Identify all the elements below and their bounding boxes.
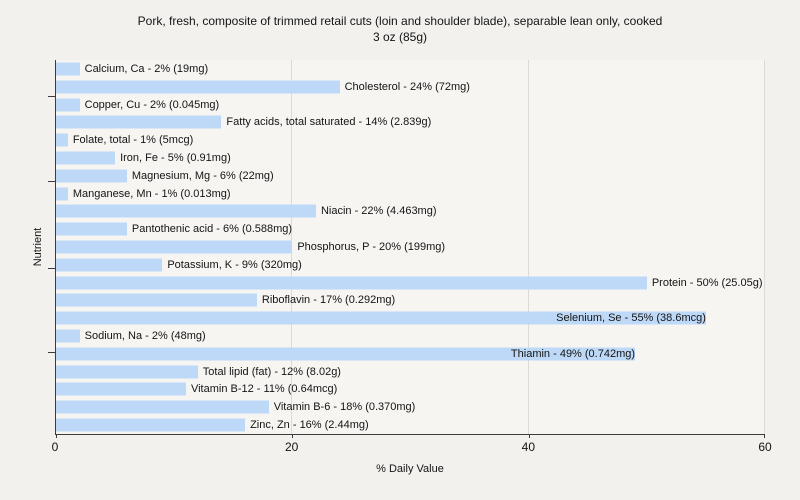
bar-label: Calcium, Ca - 2% (19mg) bbox=[84, 62, 209, 75]
plot-area: Calcium, Ca - 2% (19mg) Cholesterol - 24%… bbox=[48, 60, 765, 438]
x-axis-tick-20 bbox=[292, 434, 294, 438]
bar-label: Selenium, Se - 55% (38.6mcg) bbox=[556, 312, 706, 325]
x-axis-tick-0 bbox=[56, 434, 57, 438]
bar-iron-fe bbox=[56, 151, 116, 165]
bar-row: Vitamin B-12 - 11% (0.64mcg) bbox=[56, 381, 765, 399]
bar-cholesterol bbox=[56, 80, 340, 94]
bar-label: Folate, total - 1% (5mcg) bbox=[72, 134, 194, 147]
bar-vitamin-b-6 bbox=[56, 400, 269, 414]
y-axis-title: Nutrient bbox=[32, 227, 44, 267]
bar-protein bbox=[56, 276, 647, 290]
bar-label: Vitamin B-6 - 18% (0.370mg) bbox=[273, 401, 416, 414]
bar-row: Folate, total - 1% (5mcg) bbox=[56, 131, 765, 149]
bar-label: Sodium, Na - 2% (48mg) bbox=[84, 330, 206, 343]
bar-row: Iron, Fe - 5% (0.91mg) bbox=[56, 149, 765, 167]
bar-row: Pantothenic acid - 6% (0.588mg) bbox=[56, 220, 765, 238]
bar-label: Copper, Cu - 2% (0.045mg) bbox=[84, 98, 220, 111]
y-axis-tick bbox=[48, 268, 56, 270]
y-axis-tick bbox=[48, 181, 56, 183]
bar-calcium-ca bbox=[56, 62, 80, 76]
chart-title-line1: Pork, fresh, composite of trimmed retail… bbox=[137, 14, 663, 28]
bar-row: Thiamin - 49% (0.742mg) bbox=[56, 345, 765, 363]
x-axis-title: % Daily Value bbox=[376, 463, 444, 475]
x-axis-tick-40 bbox=[528, 434, 530, 438]
bar-label: Protein - 50% (25.05g) bbox=[651, 276, 763, 289]
x-axis-tick-60 bbox=[764, 434, 765, 438]
bar-phosphorus-p bbox=[56, 240, 293, 254]
bar-label: Magnesium, Mg - 6% (22mg) bbox=[131, 169, 274, 182]
gridline-x-40 bbox=[527, 60, 529, 434]
bar-magnesium-mg bbox=[56, 169, 127, 183]
bar-row: Zinc, Zn - 16% (2.44mg) bbox=[56, 416, 765, 434]
bar-row: Calcium, Ca - 2% (19mg) bbox=[56, 60, 765, 78]
bar-label: Potassium, K - 9% (320mg) bbox=[167, 258, 302, 271]
x-axis-tick-label: 60 bbox=[758, 440, 772, 454]
chart-title: Pork, fresh, composite of trimmed retail… bbox=[0, 13, 800, 45]
bar-label: Iron, Fe - 5% (0.91mg) bbox=[120, 151, 231, 164]
bar-row: Potassium, K - 9% (320mg) bbox=[56, 256, 765, 274]
bar-pantothenic-acid bbox=[56, 222, 127, 236]
bar-fatty-acids-total-saturated bbox=[56, 115, 222, 129]
bar-sodium-na bbox=[56, 329, 80, 343]
x-axis-tick-labels: 0 20 40 60 bbox=[51, 440, 772, 454]
bar-selenium-se bbox=[56, 311, 706, 325]
bar-row: Selenium, Se - 55% (38.6mcg) bbox=[56, 309, 765, 327]
bar-label: Vitamin B-12 - 11% (0.64mcg) bbox=[190, 383, 338, 396]
y-axis-tick bbox=[48, 352, 56, 354]
bar-row: Phosphorus, P - 20% (199mg) bbox=[56, 238, 765, 256]
bar-row: Riboflavin - 17% (0.292mg) bbox=[56, 292, 765, 310]
bar-row: Total lipid (fat) - 12% (8.02g) bbox=[56, 363, 765, 381]
gridline-x-60 bbox=[764, 60, 765, 434]
bar-label: Niacin - 22% (4.463mg) bbox=[320, 205, 437, 218]
chart-title-line2: 3 oz (85g) bbox=[372, 30, 428, 44]
bar-riboflavin bbox=[56, 293, 257, 307]
bar-thiamin bbox=[56, 347, 636, 361]
bar-folate-total bbox=[56, 133, 68, 147]
bar-row: Magnesium, Mg - 6% (22mg) bbox=[56, 167, 765, 185]
bar-row: Cholesterol - 24% (72mg) bbox=[56, 78, 765, 96]
bar-copper-cu bbox=[56, 98, 80, 111]
bar-potassium-k bbox=[56, 258, 163, 272]
bar-label: Pantothenic acid - 6% (0.588mg) bbox=[131, 223, 293, 236]
bar-label: Manganese, Mn - 1% (0.013mg) bbox=[72, 187, 231, 200]
bar-zinc-zn bbox=[56, 418, 246, 432]
bar-vitamin-b-12 bbox=[56, 382, 186, 396]
bar-label: Fatty acids, total saturated - 14% (2.83… bbox=[226, 116, 432, 129]
bar-row: Sodium, Na - 2% (48mg) bbox=[56, 327, 765, 345]
bar-row: Niacin - 22% (4.463mg) bbox=[56, 202, 765, 220]
bar-label: Phosphorus, P - 20% (199mg) bbox=[297, 240, 446, 253]
y-axis-tick bbox=[48, 96, 56, 98]
bar-niacin bbox=[56, 204, 316, 218]
x-axis-tick-label: 0 bbox=[51, 440, 59, 454]
bar-label: Cholesterol - 24% (72mg) bbox=[344, 80, 470, 93]
bar-row: Vitamin B-6 - 18% (0.370mg) bbox=[56, 398, 765, 416]
bar-label: Total lipid (fat) - 12% (8.02g) bbox=[202, 365, 341, 378]
bar-row: Copper, Cu - 2% (0.045mg) bbox=[56, 96, 765, 114]
x-axis-tick-label: 40 bbox=[521, 440, 536, 454]
x-axis-tick-label: 20 bbox=[284, 440, 299, 454]
bar-row: Manganese, Mn - 1% (0.013mg) bbox=[56, 185, 765, 203]
bar-row: Protein - 50% (25.05g) bbox=[56, 274, 765, 292]
bar-label: Thiamin - 49% (0.742mg) bbox=[510, 347, 636, 360]
bar-manganese-mn bbox=[56, 187, 68, 201]
bar-label: Zinc, Zn - 16% (2.44mg) bbox=[250, 419, 369, 432]
bar-total-lipid-fat- bbox=[56, 365, 198, 379]
bar-label: Riboflavin - 17% (0.292mg) bbox=[261, 294, 396, 307]
bar-row: Fatty acids, total saturated - 14% (2.83… bbox=[56, 113, 765, 131]
